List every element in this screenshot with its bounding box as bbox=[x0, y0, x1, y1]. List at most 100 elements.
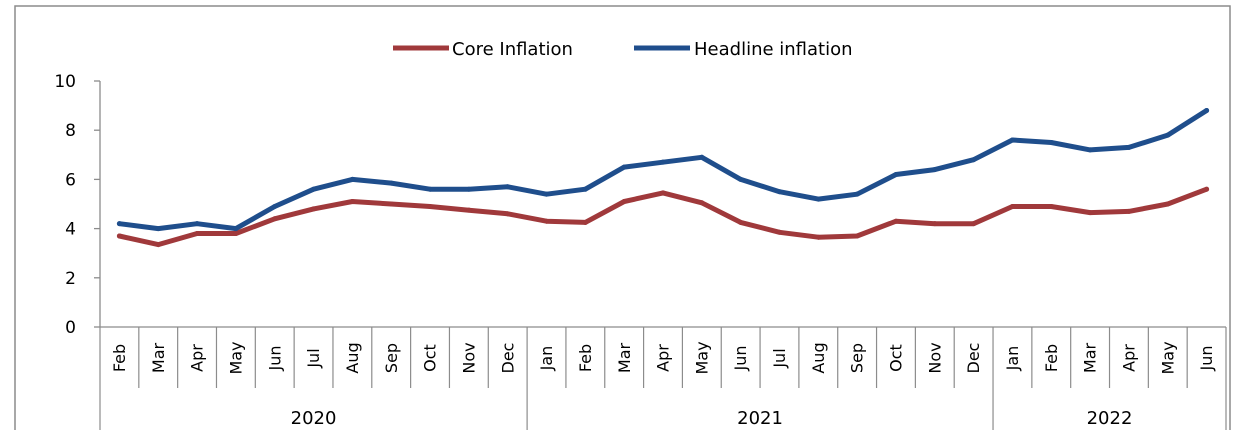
x-tick-label: May bbox=[1158, 341, 1177, 374]
data-point bbox=[466, 207, 472, 213]
data-point bbox=[1087, 147, 1093, 153]
x-tick-label: Sep bbox=[382, 343, 401, 373]
y-tick-label: 6 bbox=[65, 170, 76, 190]
data-point bbox=[738, 176, 744, 182]
x-tick-label: Jun bbox=[731, 346, 750, 372]
data-point bbox=[582, 186, 588, 192]
data-point bbox=[155, 226, 161, 232]
data-point bbox=[815, 196, 821, 202]
chart-border bbox=[14, 5, 1231, 434]
series-line-headline-inflation bbox=[116, 108, 1210, 232]
data-point bbox=[427, 203, 433, 209]
data-point bbox=[311, 206, 317, 212]
data-point bbox=[621, 199, 627, 205]
data-point bbox=[893, 171, 899, 177]
x-tick-label: Jan bbox=[537, 346, 556, 372]
x-tick-label: Apr bbox=[1120, 344, 1139, 372]
data-point bbox=[272, 216, 278, 222]
data-point bbox=[1087, 210, 1093, 216]
y-tick-label: 2 bbox=[65, 269, 76, 289]
data-point bbox=[116, 233, 122, 239]
data-point bbox=[155, 242, 161, 248]
data-point bbox=[738, 219, 744, 225]
data-point bbox=[194, 221, 200, 227]
x-tick-label: Apr bbox=[654, 344, 673, 372]
data-point bbox=[854, 233, 860, 239]
x-tick-label: May bbox=[692, 341, 711, 374]
data-point bbox=[194, 231, 200, 237]
data-point bbox=[233, 226, 239, 232]
data-point bbox=[1048, 140, 1054, 145]
x-tick-label: Mar bbox=[149, 342, 168, 373]
data-point bbox=[1126, 144, 1132, 150]
year-label: 2021 bbox=[737, 408, 783, 429]
x-tick-label: Jan bbox=[1003, 346, 1022, 372]
data-point bbox=[466, 186, 472, 192]
data-point bbox=[1165, 132, 1171, 138]
x-tick-label: Nov bbox=[925, 342, 944, 373]
x-tick-label: Nov bbox=[459, 342, 478, 373]
data-point bbox=[815, 234, 821, 240]
year-label: 2020 bbox=[291, 408, 337, 429]
data-point bbox=[893, 218, 899, 224]
y-tick-label: 10 bbox=[54, 72, 76, 92]
x-tick-label: May bbox=[226, 341, 245, 374]
data-point bbox=[388, 180, 394, 186]
x-tick-label: Jul bbox=[304, 348, 323, 368]
x-tick-label: Aug bbox=[809, 342, 828, 373]
data-point bbox=[1048, 203, 1054, 209]
data-point bbox=[932, 221, 938, 227]
series-line-core-inflation bbox=[116, 186, 1210, 248]
y-tick-label: 0 bbox=[65, 318, 76, 338]
data-point bbox=[932, 167, 938, 173]
x-tick-label: Jun bbox=[265, 346, 284, 372]
x-axis: Feb Mar Apr May Jun Jul Aug Sep Oct Nov Dec Jan Feb M… bbox=[99, 326, 1227, 430]
data-point bbox=[1009, 137, 1015, 143]
legend-label: Headline inflation bbox=[694, 39, 853, 60]
data-point bbox=[660, 190, 666, 196]
data-point bbox=[971, 157, 977, 163]
data-point bbox=[582, 219, 588, 225]
data-point bbox=[272, 203, 278, 209]
x-tick-label: Mar bbox=[1081, 342, 1100, 373]
x-tick-label: Dec bbox=[498, 343, 517, 374]
data-point bbox=[776, 189, 782, 195]
y-tick-label: 4 bbox=[65, 220, 76, 240]
data-point bbox=[311, 186, 317, 192]
data-point bbox=[776, 229, 782, 235]
x-tick-label: Jul bbox=[770, 348, 789, 368]
x-tick-label: Sep bbox=[848, 343, 867, 373]
data-point bbox=[699, 154, 705, 160]
x-tick-label: Feb bbox=[110, 344, 129, 372]
data-point bbox=[505, 184, 511, 190]
x-tick-label: Apr bbox=[188, 344, 207, 372]
data-point bbox=[349, 176, 355, 182]
x-tick-label: Feb bbox=[1042, 344, 1061, 372]
x-tick-label: Dec bbox=[964, 343, 983, 374]
data-point bbox=[660, 159, 666, 165]
y-axis: 0 2 4 6 8 10 bbox=[54, 72, 101, 338]
data-point bbox=[1126, 208, 1132, 214]
data-point bbox=[233, 231, 239, 237]
data-point bbox=[1204, 108, 1210, 114]
data-point bbox=[544, 218, 550, 224]
legend-label: Core Inflation bbox=[452, 39, 573, 60]
series-lines bbox=[116, 108, 1210, 248]
data-point bbox=[505, 211, 511, 217]
data-point bbox=[544, 191, 550, 197]
x-tick-label: Jun bbox=[1197, 346, 1216, 372]
x-tick-label: Feb bbox=[576, 344, 595, 372]
data-point bbox=[854, 191, 860, 197]
data-point bbox=[427, 186, 433, 192]
data-point bbox=[349, 199, 355, 205]
data-point bbox=[1009, 203, 1015, 209]
data-point bbox=[621, 164, 627, 170]
data-point bbox=[116, 221, 122, 227]
x-tick-label: Oct bbox=[421, 344, 440, 372]
x-tick-label: Mar bbox=[615, 342, 634, 373]
y-tick-label: 8 bbox=[65, 121, 76, 141]
data-point bbox=[699, 200, 705, 206]
x-tick-label: Oct bbox=[887, 344, 906, 372]
